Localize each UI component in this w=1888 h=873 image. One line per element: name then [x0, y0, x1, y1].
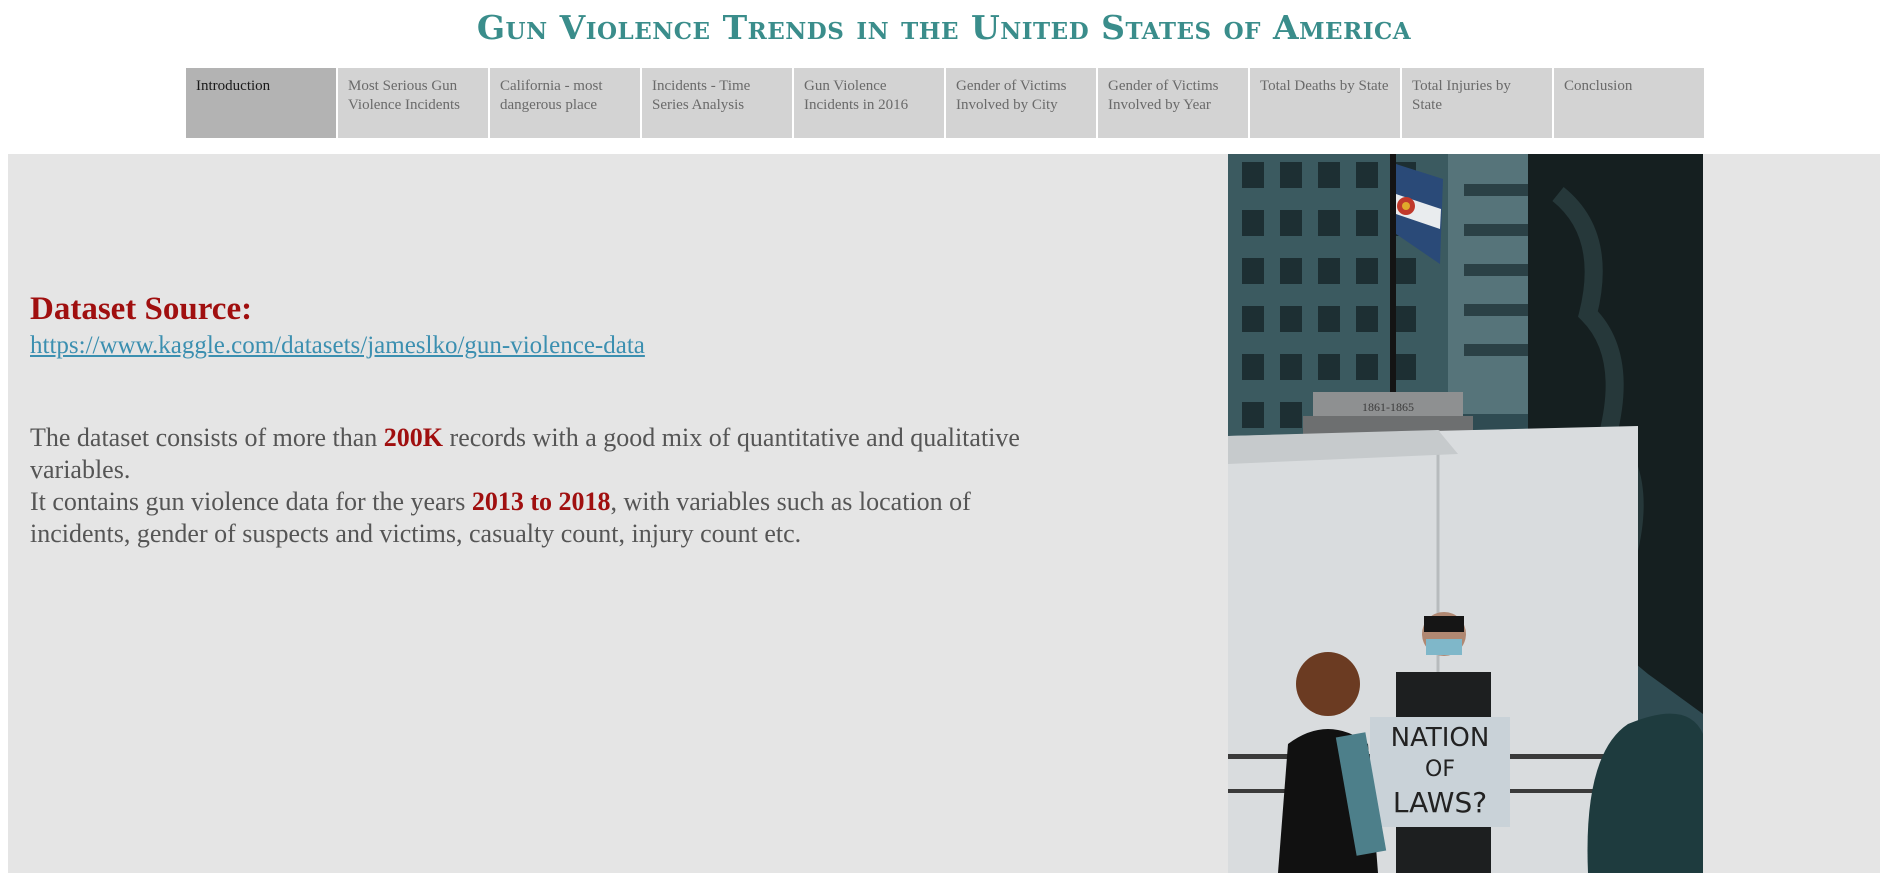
- description-paragraph-1: The dataset consists of more than 200K r…: [30, 422, 1020, 486]
- tab-gender-by-year[interactable]: Gender of Victims Involved by Year: [1098, 68, 1248, 138]
- protest-photo: 1861-1865 NATION OF LAWS?: [1228, 154, 1703, 873]
- dataset-source-heading: Dataset Source:: [30, 291, 253, 327]
- desc-text: , with variables such as location of inc…: [30, 487, 971, 548]
- tab-most-serious-incidents[interactable]: Most Serious Gun Violence Incidents: [338, 68, 488, 138]
- desc-text: It contains gun violence data for the ye…: [30, 487, 472, 516]
- tab-time-series[interactable]: Incidents - Time Series Analysis: [642, 68, 792, 138]
- dataset-description: The dataset consists of more than 200K r…: [30, 422, 1020, 550]
- tab-gender-by-city[interactable]: Gender of Victims Involved by City: [946, 68, 1096, 138]
- page-title: Gun Violence Trends in the United States…: [476, 8, 1412, 47]
- description-paragraph-2: It contains gun violence data for the ye…: [30, 486, 1020, 550]
- protest-photo-illustration: 1861-1865 NATION OF LAWS?: [1228, 154, 1703, 873]
- desc-text: The dataset consists of more than: [30, 423, 384, 452]
- tab-bar: Introduction Most Serious Gun Violence I…: [186, 68, 1704, 138]
- tab-incidents-2016[interactable]: Gun Violence Incidents in 2016: [794, 68, 944, 138]
- tab-california[interactable]: California - most dangerous place: [490, 68, 640, 138]
- tab-introduction[interactable]: Introduction: [186, 68, 336, 138]
- protest-sign-line-1: NATION: [1391, 723, 1490, 753]
- monument-inscription: 1861-1865: [1362, 400, 1414, 414]
- protest-sign-line-3: LAWS?: [1393, 786, 1487, 819]
- intro-panel: Dataset Source: https://www.kaggle.com/d…: [8, 154, 1880, 873]
- year-range-highlight: 2013 to 2018: [471, 487, 611, 516]
- tab-conclusion[interactable]: Conclusion: [1554, 68, 1704, 138]
- tab-injuries-by-state[interactable]: Total Injuries by State: [1402, 68, 1552, 138]
- dataset-source-link[interactable]: https://www.kaggle.com/datasets/jameslko…: [30, 332, 645, 359]
- record-count-highlight: 200K: [383, 423, 444, 452]
- tab-deaths-by-state[interactable]: Total Deaths by State: [1250, 68, 1400, 138]
- desc-text: records with a good mix of quantitative …: [30, 423, 1020, 484]
- protest-sign-line-2: OF: [1425, 757, 1455, 782]
